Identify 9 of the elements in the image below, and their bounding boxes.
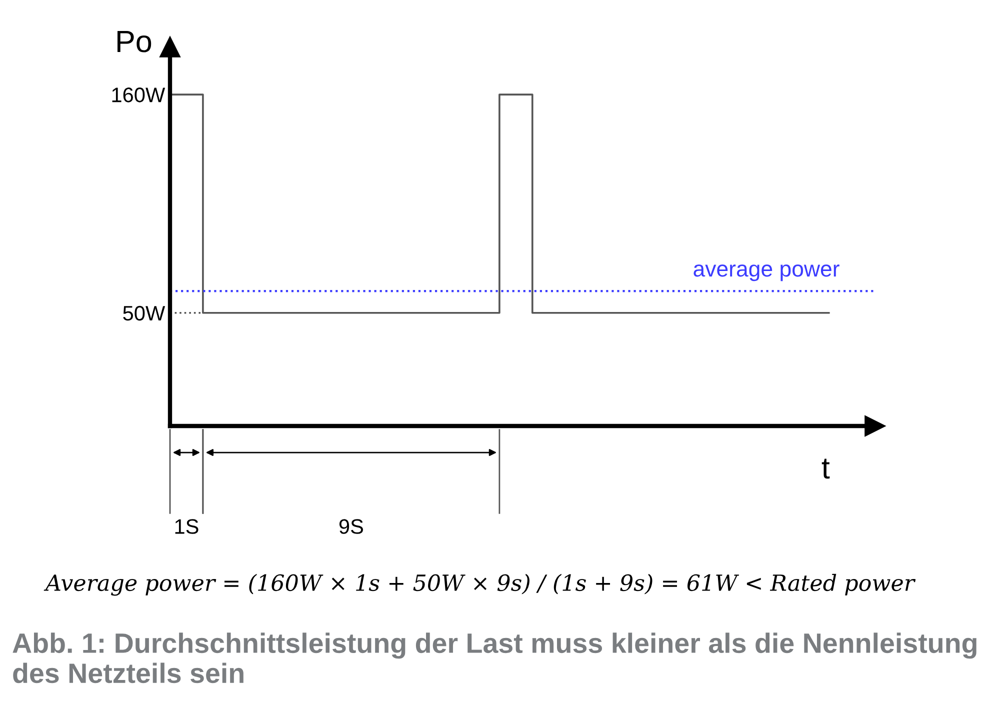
text: Average power = (160W × 1s + 50W × 9s) / (1s + 9s) = 61W < Rated power [44,574,916,596]
y-axis-title: Po [118,30,152,52]
x-axis-title: t [822,458,830,479]
caption: Abb. 1: Durchschnittsleistung der Last muss kleiner als die Nennleistung des Netzteils sein [12,632,976,684]
y-tick-label: 160W [112,88,166,102]
text: 1S [175,519,198,534]
text: 9S [339,519,363,534]
y-tick-label: 50W [123,306,166,321]
ref-line-label: average power [694,264,840,282]
